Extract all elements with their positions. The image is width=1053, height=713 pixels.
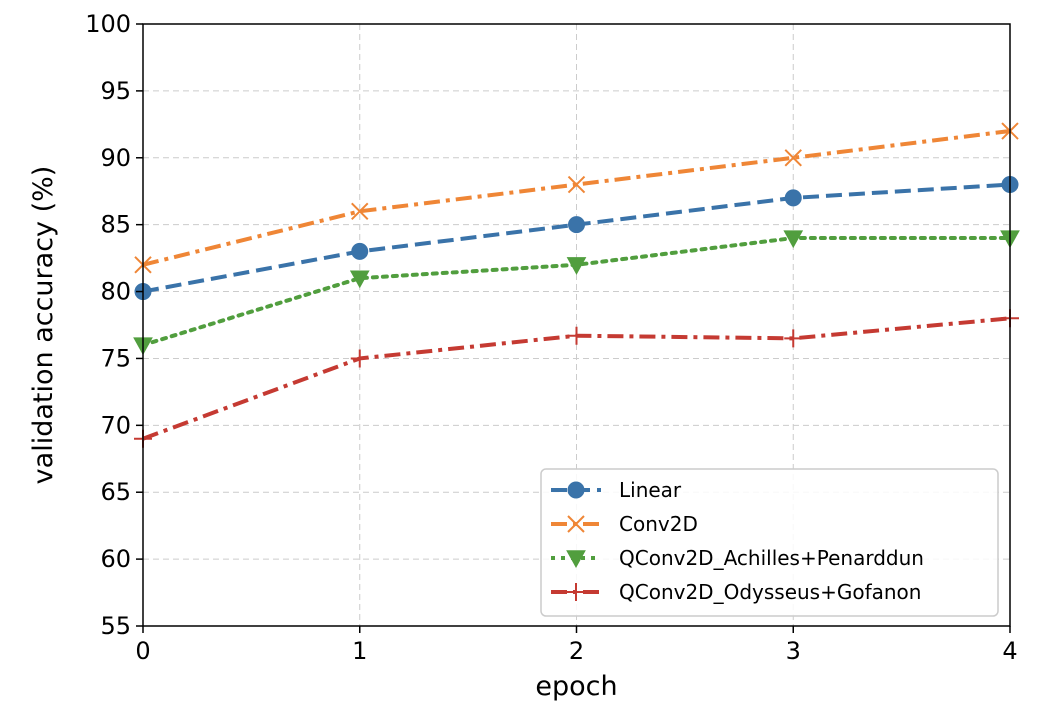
legend-item: Linear (551, 478, 682, 502)
x-tick-label: 1 (352, 637, 367, 665)
legend: Linear Conv2D QConv2D_Achilles+Penarddun QC… (540, 468, 999, 617)
legend-item: QConv2D_Odysseus+Gofanon (551, 580, 921, 604)
y-tick-label: 70 (100, 411, 131, 439)
legend-item: QConv2D_Achilles+Penarddun (551, 546, 924, 570)
data-point (784, 329, 803, 348)
x-tick-label: 2 (569, 637, 584, 665)
data-point (784, 189, 802, 207)
y-axis-label: validation accuracy (%) (28, 166, 59, 485)
legend-marker (567, 515, 585, 533)
series-2 (133, 230, 1020, 356)
series-0 (134, 176, 1019, 301)
data-point (567, 175, 586, 194)
data-point (349, 270, 370, 289)
axis-ticks: 55 60 65 70 75 80 85 90 95 100 0 1 2 3 4 (85, 10, 1017, 665)
y-tick-label: 75 (100, 344, 131, 372)
data-point (567, 326, 586, 345)
legend-label: QConv2D_Achilles+Penarddun (619, 546, 924, 570)
x-axis-label: epoch (535, 671, 617, 702)
legend-label: Conv2D (619, 512, 698, 536)
legend-marker (567, 583, 585, 601)
legend-marker (567, 481, 585, 499)
data-point (566, 257, 587, 275)
data-point (568, 216, 585, 234)
y-tick-label: 100 (85, 10, 131, 38)
y-tick-label: 90 (100, 144, 131, 172)
data-point (784, 149, 802, 167)
legend-box (540, 468, 999, 617)
legend-item: Conv2D (551, 512, 698, 536)
data-point (351, 202, 369, 220)
y-tick-label: 65 (100, 478, 131, 506)
legend-marker (566, 550, 586, 569)
y-tick-label: 80 (100, 278, 131, 306)
x-tick-label: 3 (786, 637, 801, 665)
y-tick-label: 95 (100, 77, 131, 105)
legend-label: QConv2D_Odysseus+Gofanon (619, 580, 921, 604)
y-tick-label: 60 (100, 545, 131, 573)
y-tick-label: 85 (100, 211, 131, 239)
x-tick-label: 4 (1002, 637, 1017, 665)
y-tick-label: 55 (100, 612, 131, 640)
data-point (351, 242, 369, 260)
legend-label: Linear (619, 478, 682, 502)
series-layer (133, 122, 1020, 448)
x-tick-label: 0 (135, 637, 150, 665)
data-point (783, 230, 804, 249)
data-point (350, 349, 369, 368)
